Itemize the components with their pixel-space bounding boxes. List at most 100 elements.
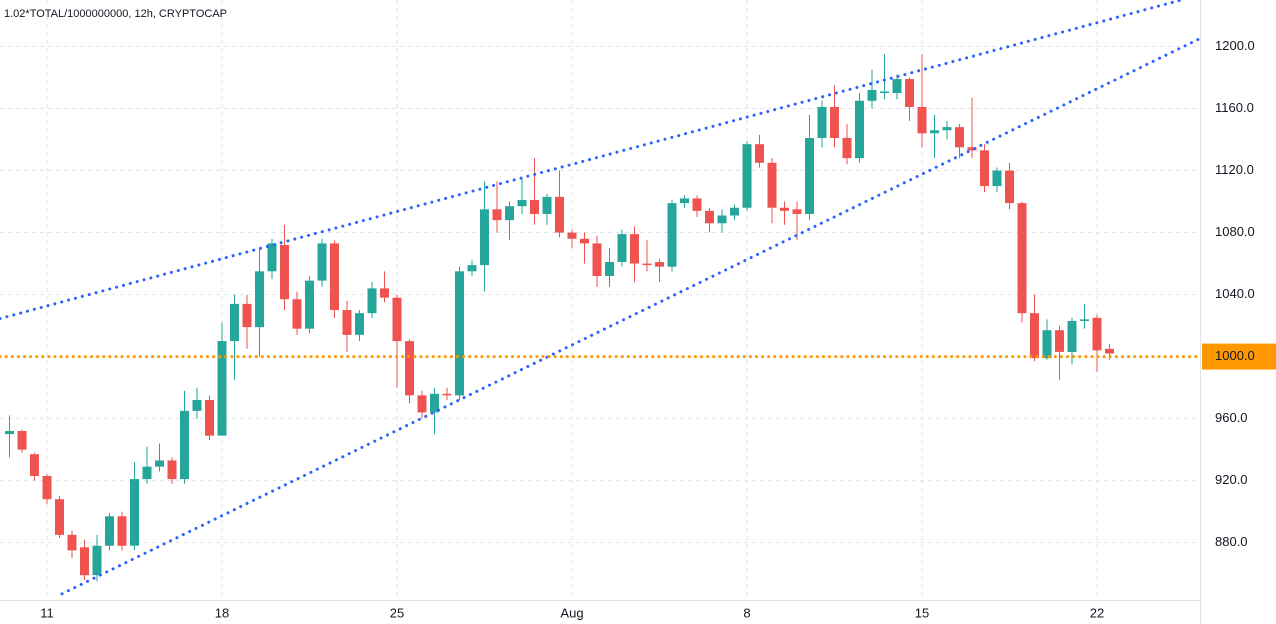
candle-body — [805, 137, 814, 214]
y-tick-label: 1080.0 — [1215, 224, 1255, 239]
candle-body — [817, 106, 827, 138]
candle-body — [142, 466, 152, 480]
candle-body — [555, 196, 564, 233]
candle-body — [55, 499, 64, 535]
candle-body — [455, 271, 464, 396]
candle-body — [717, 215, 727, 224]
candle-body — [292, 299, 302, 329]
candle-body — [542, 196, 552, 214]
candle-body — [430, 393, 439, 413]
candle-body — [692, 198, 702, 211]
candle-body — [505, 206, 514, 221]
candle-body — [355, 313, 364, 335]
trend-line — [60, 37, 1200, 596]
candle-body — [305, 280, 314, 329]
candle-body — [42, 475, 52, 500]
candle-body — [417, 395, 427, 413]
chart-title: 1.02*TOTAL/1000000000, 12h, CRYPTOCAP — [4, 8, 227, 20]
y-tick-label: 1040.0 — [1215, 286, 1255, 301]
candle-body — [617, 234, 627, 263]
candle-body — [205, 400, 214, 436]
candle-body — [730, 207, 739, 216]
candle-body — [192, 400, 202, 411]
candle-body — [930, 130, 939, 134]
candle-body — [842, 137, 852, 159]
candle-body — [1042, 330, 1052, 359]
candle-body — [442, 393, 452, 396]
y-tick-label: 1120.0 — [1215, 162, 1254, 177]
candle-body — [917, 106, 927, 134]
candle-body — [530, 200, 539, 214]
x-tick-label: 15 — [915, 605, 929, 620]
candle-body — [1030, 313, 1039, 359]
x-tick-label: Aug — [560, 605, 583, 620]
candle-body — [380, 288, 389, 298]
candle-body — [630, 234, 639, 264]
candle-body — [567, 232, 577, 239]
candle-body — [255, 271, 264, 328]
candle-body — [967, 147, 977, 151]
candle-body — [705, 210, 714, 224]
candle-body — [1067, 320, 1077, 352]
candle-body — [155, 460, 164, 467]
candle-body — [1105, 348, 1114, 354]
candle-body — [330, 243, 339, 311]
candle-body — [1055, 330, 1064, 352]
candle-body — [905, 79, 914, 107]
candle-body — [892, 79, 902, 94]
candle-body — [280, 244, 289, 300]
candle-body — [317, 243, 327, 281]
y-tick-label: 960.0 — [1215, 410, 1248, 425]
y-tick-label: 1160.0 — [1215, 100, 1254, 115]
candle-body — [105, 516, 114, 546]
y-tick-label: 920.0 — [1215, 472, 1248, 487]
x-tick-label: 25 — [390, 605, 404, 620]
candle-body — [492, 209, 502, 221]
trend-line — [0, 0, 1181, 321]
x-tick-label: 22 — [1090, 605, 1104, 620]
candle-body — [517, 200, 527, 207]
candle-body — [642, 263, 652, 266]
candle-body — [1017, 203, 1027, 314]
y-tick-label: 1200.0 — [1215, 38, 1255, 53]
candle-body — [867, 89, 877, 101]
candle-body — [955, 127, 964, 148]
y-tick-label: 880.0 — [1215, 534, 1248, 549]
candle-body — [1005, 170, 1014, 204]
candle-body — [217, 341, 227, 436]
candle-body — [942, 127, 952, 131]
candle-body — [767, 162, 777, 208]
candle-body — [405, 341, 414, 396]
candle-body — [992, 170, 1002, 187]
candle-body — [67, 534, 77, 551]
candle-body — [117, 516, 127, 546]
candle-body — [5, 431, 14, 435]
candle-body — [480, 209, 489, 266]
candle-body — [780, 207, 789, 211]
candle-body — [130, 479, 139, 546]
candle-body — [605, 262, 614, 276]
candle-body — [92, 545, 102, 576]
candle-body — [592, 243, 602, 276]
candle-body — [680, 198, 689, 204]
candle-body — [655, 262, 664, 267]
candle-body — [1092, 317, 1102, 351]
candle-body — [1080, 319, 1089, 321]
x-tick-label: 11 — [40, 605, 54, 620]
candle-body — [667, 203, 677, 267]
candle-body — [792, 209, 802, 214]
candle-body — [580, 238, 589, 244]
plot-area — [0, 0, 1200, 596]
x-tick-label: 8 — [743, 605, 750, 620]
candle-body — [830, 106, 839, 138]
candle-body — [467, 265, 477, 272]
price-label: 1000.0 — [1215, 348, 1255, 363]
candle-body — [342, 310, 352, 335]
candle-body — [392, 297, 402, 342]
candle-body — [742, 144, 752, 208]
candle-body — [30, 454, 39, 476]
candle-body — [230, 303, 239, 342]
price-label-box — [1202, 343, 1276, 370]
candle-body — [167, 460, 177, 480]
